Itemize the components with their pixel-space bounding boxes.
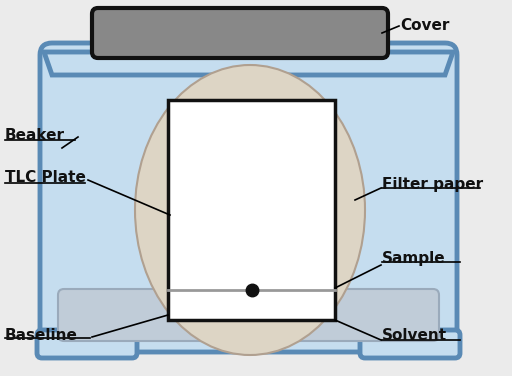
FancyBboxPatch shape xyxy=(92,8,388,58)
Text: Baseline: Baseline xyxy=(5,327,78,343)
Text: Solvent: Solvent xyxy=(382,327,447,343)
Text: Cover: Cover xyxy=(400,18,450,32)
Text: TLC Plate: TLC Plate xyxy=(5,170,86,185)
Polygon shape xyxy=(44,52,453,75)
Text: Filter paper: Filter paper xyxy=(382,177,483,193)
Text: Beaker: Beaker xyxy=(5,127,65,143)
FancyBboxPatch shape xyxy=(40,43,457,352)
Bar xyxy=(168,100,335,320)
FancyBboxPatch shape xyxy=(360,330,460,358)
FancyBboxPatch shape xyxy=(58,289,439,341)
Text: Sample: Sample xyxy=(382,250,445,265)
Ellipse shape xyxy=(135,65,365,355)
FancyBboxPatch shape xyxy=(37,330,137,358)
